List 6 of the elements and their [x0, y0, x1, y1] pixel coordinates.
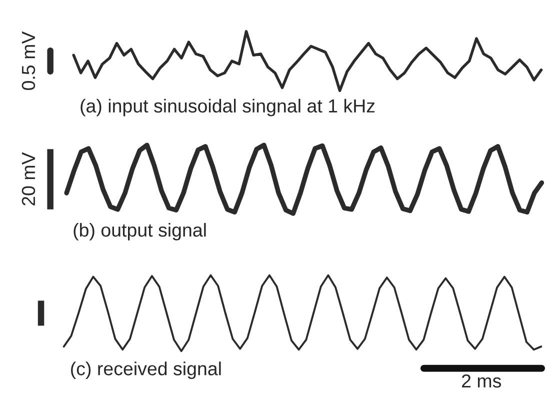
text: 0.5 mV — [22, 31, 36, 90]
text: 20 mV — [22, 152, 36, 206]
text: 2 ms — [462, 374, 501, 388]
text: (a) input sinusoidal singnal at 1 kHz — [80, 98, 375, 116]
text: (b) output signal — [74, 222, 206, 240]
text: (c) received signal — [71, 362, 221, 380]
